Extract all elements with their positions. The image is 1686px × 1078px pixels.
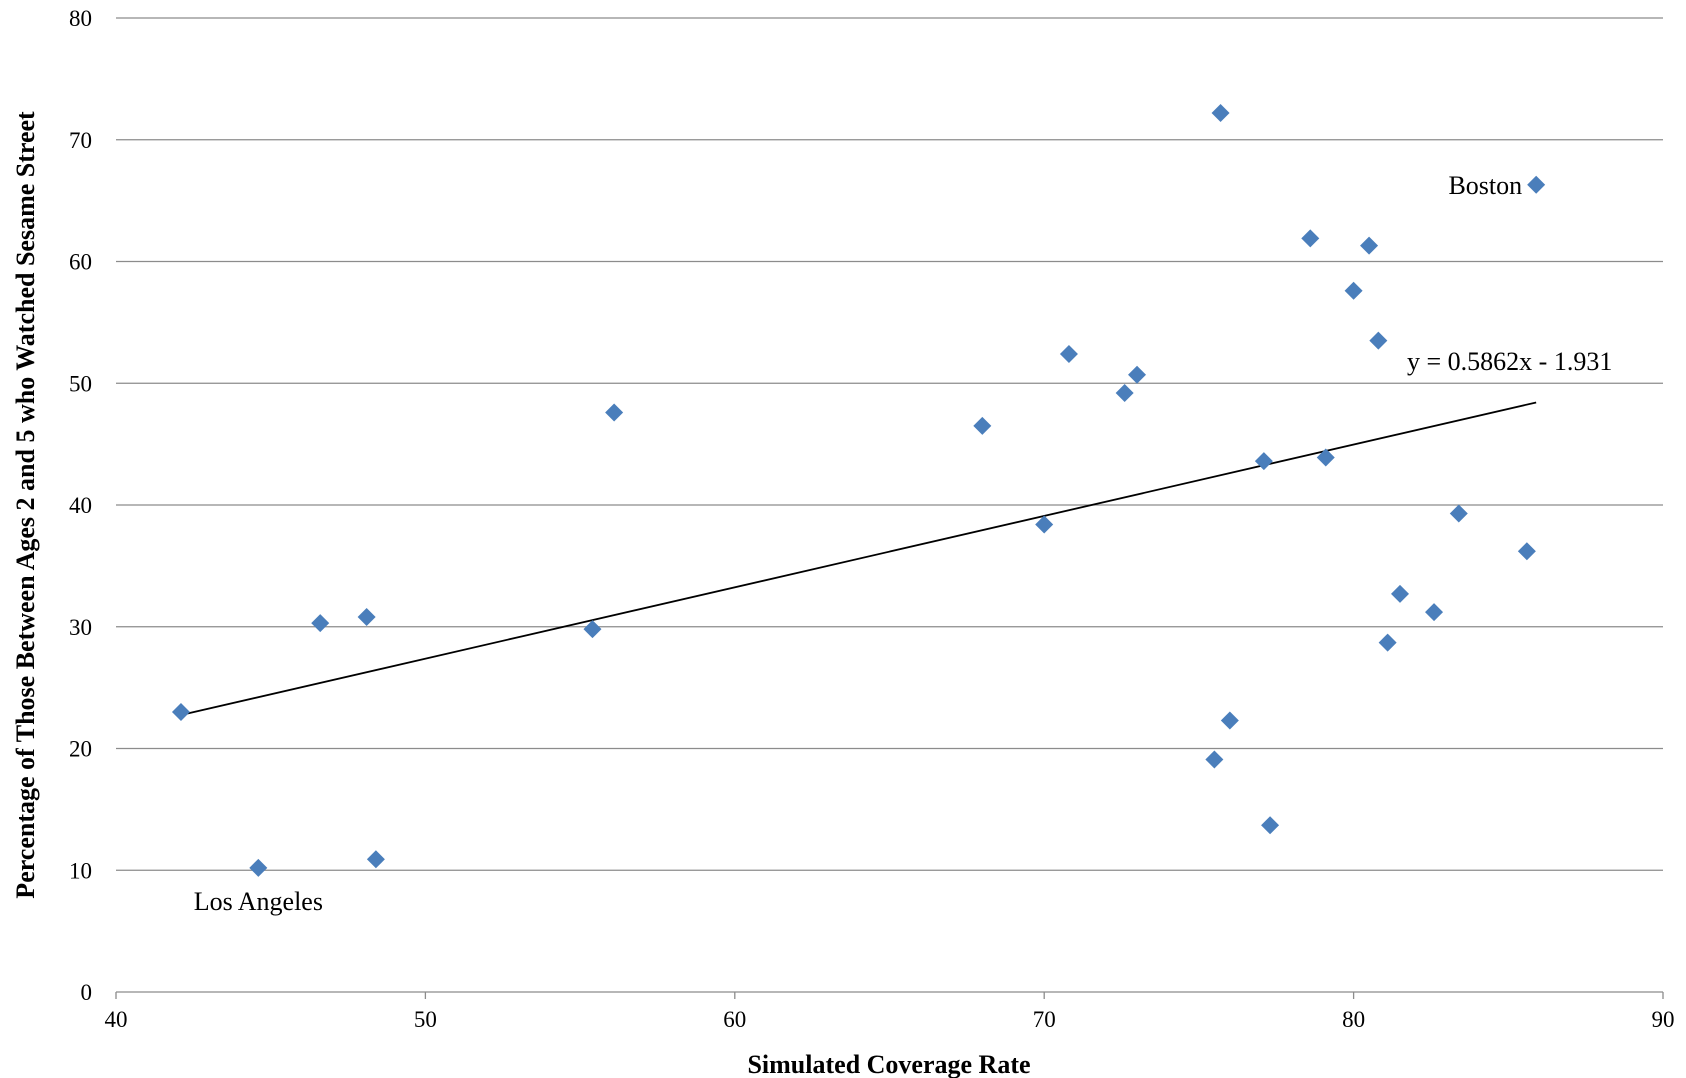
- data-point: [1378, 633, 1397, 652]
- data-point: [1211, 103, 1230, 122]
- data-point: [366, 850, 385, 869]
- data-point: [171, 702, 190, 721]
- trendline-group: y = 0.5862x - 1.931: [180, 347, 1612, 716]
- data-point: [1115, 383, 1134, 402]
- data-point: [1035, 515, 1054, 534]
- x-axis-title: Simulated Coverage Rate: [747, 1050, 1030, 1078]
- data-point: [1449, 504, 1468, 523]
- data-point: [1301, 229, 1320, 248]
- y-tick-label: 80: [69, 6, 92, 31]
- y-tick-label: 70: [69, 128, 92, 153]
- y-tick-label: 50: [69, 371, 92, 396]
- annotation-los-angeles: Los Angeles: [194, 887, 323, 916]
- y-tick-label: 30: [69, 615, 92, 640]
- data-point: [1360, 236, 1379, 255]
- data-point: [1128, 365, 1147, 384]
- data-point: [1527, 175, 1546, 194]
- y-tick-label: 20: [69, 737, 92, 762]
- data-point: [1316, 448, 1335, 467]
- y-tick-label: 40: [69, 493, 92, 518]
- data-point: [583, 620, 602, 639]
- data-point: [357, 608, 376, 627]
- data-point: [1369, 331, 1388, 350]
- data-point: [1059, 345, 1078, 364]
- x-tick-labels: 40 50 60 70 80 90: [105, 1007, 1675, 1032]
- data-point: [1205, 750, 1224, 769]
- data-point: [1517, 542, 1536, 561]
- data-point: [1425, 603, 1444, 622]
- trendline-equation: y = 0.5862x - 1.931: [1407, 347, 1612, 376]
- data-point: [1254, 452, 1273, 471]
- y-axis-title: Percentage of Those Between Ages 2 and 5…: [11, 111, 40, 899]
- data-point: [1344, 281, 1363, 300]
- y-tick-label: 10: [69, 858, 92, 883]
- x-tick-label: 40: [105, 1007, 128, 1032]
- gridlines: [116, 17, 1663, 871]
- data-points: [171, 103, 1546, 877]
- data-point: [311, 614, 330, 633]
- trendline: [180, 401, 1537, 716]
- y-tick-labels: 0 10 20 30 40 50 60 70 80: [69, 6, 92, 1005]
- annotation-boston: Boston: [1448, 171, 1522, 200]
- x-tick-label: 50: [414, 1007, 437, 1032]
- y-tick-label: 0: [81, 980, 93, 1005]
- data-point: [249, 858, 268, 877]
- data-point: [1391, 584, 1410, 603]
- x-tick-label: 80: [1342, 1007, 1365, 1032]
- data-point: [973, 416, 992, 435]
- axes: [115, 991, 1664, 999]
- y-tick-label: 60: [69, 250, 92, 275]
- annotations: Boston Los Angeles: [194, 171, 1522, 916]
- x-tick-label: 60: [723, 1007, 746, 1032]
- x-tick-label: 90: [1652, 1007, 1675, 1032]
- x-tick-label: 70: [1033, 1007, 1056, 1032]
- data-point: [1261, 816, 1280, 835]
- data-point: [605, 403, 624, 422]
- data-point: [1220, 711, 1239, 730]
